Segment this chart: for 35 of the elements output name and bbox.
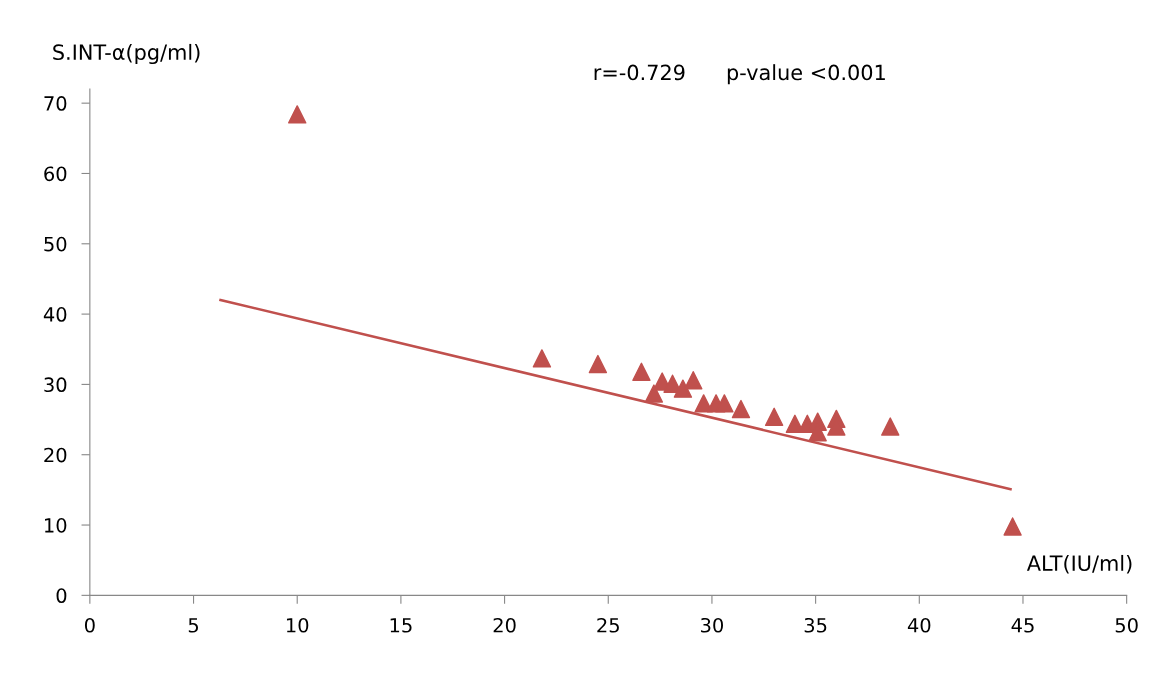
x-tick-label: 25 — [597, 617, 619, 633]
point — [731, 399, 751, 419]
y-tick-label: 40 — [43, 307, 67, 322]
point — [764, 407, 784, 426]
y-tick-label: 0 — [56, 588, 67, 604]
x-tick-label: 50 — [1115, 617, 1138, 633]
point — [632, 362, 651, 381]
x-tick-label: 20 — [493, 617, 516, 633]
text: r=-0.729 — [594, 64, 685, 81]
x-tick-label: 45 — [1011, 618, 1034, 633]
point — [1003, 517, 1022, 536]
y-tick-label: 30 — [44, 377, 67, 393]
point — [644, 384, 664, 403]
point — [684, 370, 703, 390]
x-tick-label: 40 — [907, 617, 931, 633]
point — [532, 349, 552, 368]
y-tick-label: 60 — [44, 166, 67, 182]
x-tick-label: 5 — [188, 618, 199, 633]
point — [588, 354, 608, 374]
y-tick-label: 70 — [44, 96, 67, 111]
x-axis-title: ALT(IU/ml) — [1026, 554, 1132, 574]
point — [881, 417, 900, 436]
x-tick-label: 35 — [804, 617, 827, 633]
point — [715, 394, 734, 413]
x-tick-label: 30 — [701, 617, 724, 633]
text: p-value <0.001 — [727, 64, 885, 85]
point — [288, 105, 307, 124]
y-tick-label: 50 — [44, 236, 67, 252]
x-tick-label: 10 — [286, 617, 309, 633]
y-tick-label: 20 — [44, 447, 67, 463]
x-tick-label: 15 — [390, 618, 412, 633]
y-tick-label: 10 — [45, 517, 67, 533]
x-tick-label: 0 — [84, 617, 95, 633]
y-axis-title: S.INT-α(pg/ml) — [53, 43, 200, 65]
point — [673, 379, 693, 398]
